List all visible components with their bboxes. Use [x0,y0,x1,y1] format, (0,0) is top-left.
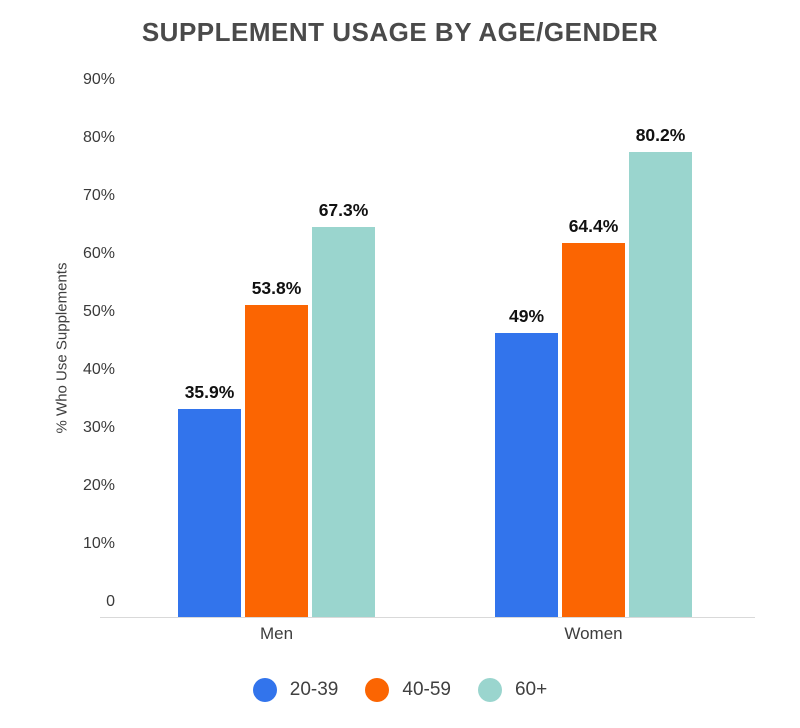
bar-60+-Men: 67.3% [312,200,375,617]
y-tick-label: 70% [82,187,115,204]
legend: 20-39 40-59 60+ [0,678,800,702]
y-tick-label: 40% [82,361,115,378]
y-tick-label: 50% [82,303,115,320]
y-tick-label: 0 [106,593,115,610]
y-tick-label: 30% [82,419,115,436]
x-category-label-women: Women [564,624,623,643]
bar-value-label: 53.8% [251,277,302,298]
chart-title: SUPPLEMENT USAGE BY AGE/GENDER [141,17,659,47]
legend-swatch-icon [365,678,390,702]
legend-label: 60+ [514,679,548,700]
bar-value-label: 35.9% [184,381,235,402]
legend-swatch-icon [252,678,277,702]
bar-value-label: 80.2% [635,124,686,145]
bar-20-39-Men: 35.9% [178,382,241,617]
legend-item-60+: 60+ [477,678,548,702]
bar-60+-Women: 80.2% [629,125,692,617]
y-tick-label: 90% [82,71,115,88]
x-category-label-men: Men [259,624,294,643]
legend-item-20-39: 20-39 [252,678,339,702]
legend-item-40-59: 40-59 [365,678,451,702]
bar-40-59-Women: 64.4% [562,216,625,617]
bar-20-39-Women: 49% [495,306,558,617]
y-tick-label: 10% [82,535,115,552]
x-axis-category-labels: Men Women [100,624,755,648]
bar-value-label: 64.4% [568,216,619,237]
bar-value-label: 49% [508,305,545,326]
legend-label: 20-39 [289,679,339,700]
y-tick-label: 60% [82,245,115,262]
y-tick-label: 80% [82,129,115,146]
plot-area: 35.9% 53.8% 67.3% 49% 64.4% 80.2% [100,0,755,618]
bar-value-label: 67.3% [318,199,369,220]
legend-swatch-icon [477,678,502,702]
bar-40-59-Men: 53.8% [245,278,308,617]
y-tick-label: 20% [82,477,115,494]
legend-label: 40-59 [402,679,451,700]
y-axis-tick-labels: 0 10% 20% 30% 40% 50% 60% 70% 80% 90% [0,0,115,728]
